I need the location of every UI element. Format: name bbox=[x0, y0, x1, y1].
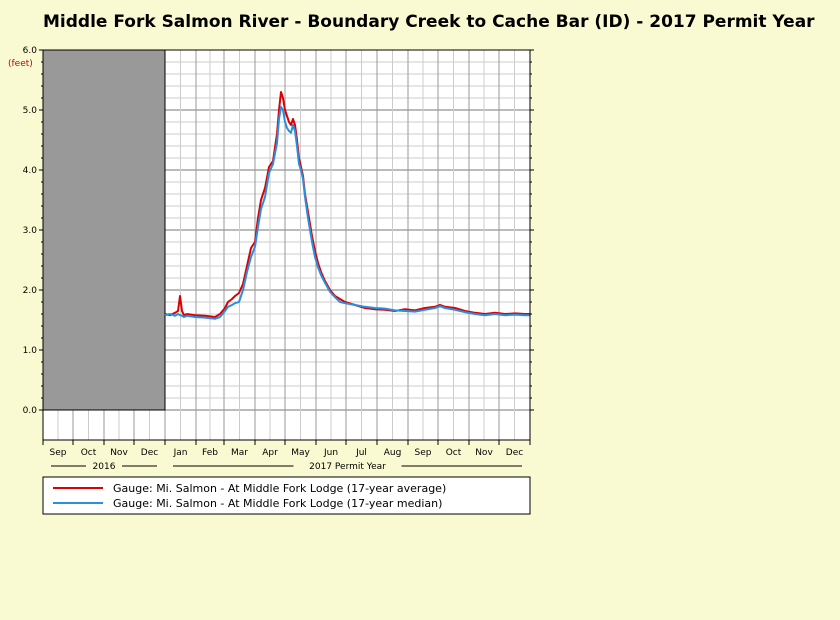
chart-title: Middle Fork Salmon River - Boundary Cree… bbox=[43, 12, 815, 32]
legend-entry: Gauge: Mi. Salmon - At Middle Fork Lodge… bbox=[113, 497, 442, 510]
x-tick-label: Nov bbox=[110, 448, 128, 458]
x-tick-label: Nov bbox=[475, 448, 493, 458]
y-axis-unit: (feet) bbox=[8, 59, 33, 69]
plot-area: 0.0 1.0 2.0 3.0 4.0 5.0 6.0 (feet) Sep Oct Nov Dec J… bbox=[8, 46, 534, 515]
legend-box bbox=[42, 476, 531, 515]
x-tick-label: Oct bbox=[81, 448, 97, 458]
series-median-line bbox=[164, 106, 530, 320]
y-tick-label: 3.0 bbox=[23, 226, 38, 236]
period-label-permit-year: 2017 Permit Year bbox=[309, 462, 386, 472]
y-tick-label: 2.0 bbox=[23, 286, 38, 296]
y-tick-label: 6.0 bbox=[23, 46, 38, 56]
x-tick-label: Feb bbox=[202, 448, 218, 458]
y-tick-label: 0.0 bbox=[23, 406, 38, 416]
plot-border bbox=[42, 49, 531, 441]
x-tick-label: Jun bbox=[323, 448, 338, 458]
x-tick-label: Sep bbox=[50, 448, 67, 458]
x-tick-label: Mar bbox=[231, 448, 248, 458]
y-tick-label: 5.0 bbox=[23, 106, 38, 116]
x-tick-label: Oct bbox=[446, 448, 462, 458]
legend-entry: Gauge: Mi. Salmon - At Middle Fork Lodge… bbox=[113, 482, 446, 495]
x-tick-label: Apr bbox=[262, 448, 278, 458]
x-tick-label: Dec bbox=[141, 448, 158, 458]
period-label-2016: 2016 bbox=[93, 462, 116, 472]
x-tick-label: Aug bbox=[384, 448, 402, 458]
x-tick-label: May bbox=[291, 448, 310, 458]
x-tick-label: Jul bbox=[355, 448, 367, 458]
x-tick-label: Dec bbox=[506, 448, 523, 458]
y-tick-label: 4.0 bbox=[23, 166, 38, 176]
y-tick-label: 1.0 bbox=[23, 346, 38, 356]
no-data-region bbox=[42, 49, 166, 411]
legend: Gauge: Mi. Salmon - At Middle Fork Lodge… bbox=[42, 476, 531, 515]
x-tick-label: Sep bbox=[415, 448, 432, 458]
x-tick-label: Jan bbox=[173, 448, 188, 458]
series-average-line bbox=[164, 91, 530, 318]
